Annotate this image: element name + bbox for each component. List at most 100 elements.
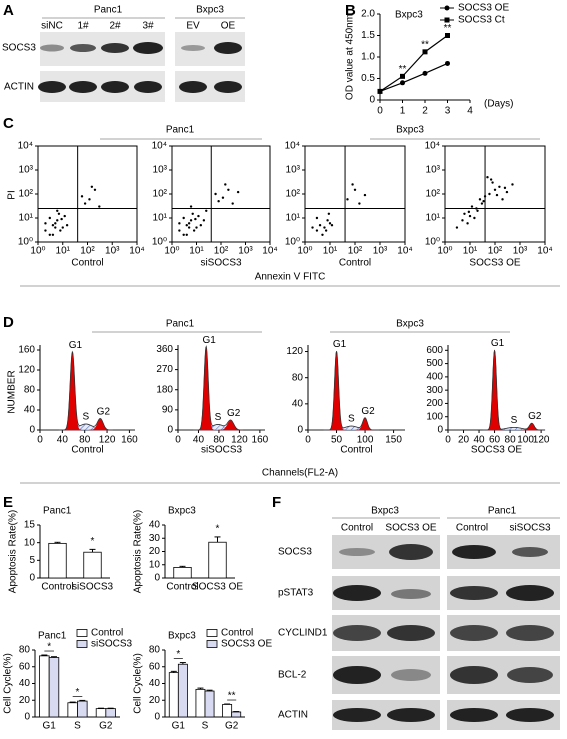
bar (39, 655, 50, 718)
x-axis-label: Annexin V FITC (255, 272, 326, 283)
x-tick-label: 2 (422, 106, 428, 117)
point (511, 183, 514, 186)
y-tick-label: 10⁰ (425, 237, 440, 248)
x-tick-label: 10² (80, 246, 95, 257)
x-tick-label: 100 (357, 435, 374, 446)
x-tick-label: 20 (458, 435, 470, 446)
point (467, 210, 471, 214)
lane-label: OE (221, 21, 236, 32)
x-tick-label: 100 (517, 435, 534, 446)
point (182, 216, 185, 220)
x-tick-label: 10⁴ (537, 246, 552, 257)
point (315, 216, 319, 220)
point (478, 198, 482, 201)
x-tick-label: G2 (99, 721, 113, 732)
x-tick-label: 80 (213, 435, 225, 446)
peak-label: G1 (333, 339, 347, 350)
panel-letter: C (3, 115, 14, 132)
legend-label: siSOCS3 (91, 639, 133, 650)
x-tick-label: 10¹ (189, 246, 204, 257)
band (181, 45, 205, 51)
y-tick-label: 5 (29, 555, 35, 566)
y-tick-label: 10¹ (286, 213, 301, 224)
lane-label: 3# (142, 21, 154, 32)
y-tick-label: 40 (149, 678, 161, 689)
band (506, 585, 554, 601)
x-tick-label: 40 (473, 435, 485, 446)
y-tick-label: 360 (156, 344, 173, 355)
point (217, 200, 220, 203)
y-tick-label: 10³ (153, 165, 168, 176)
point (468, 214, 472, 218)
blot-a: Panc1 siNC 1# 2# 3# Bxpc3 EV OE SOCS3 AC… (2, 5, 245, 102)
point (326, 219, 329, 222)
y-tick-label: 80 (292, 372, 304, 383)
point (189, 219, 193, 222)
x-tick-label: 3 (445, 106, 451, 117)
band (214, 81, 242, 93)
peak-label: S (348, 414, 355, 425)
envelope (308, 351, 405, 431)
x-tick-label: 60 (489, 435, 501, 446)
legend-swatch (206, 640, 218, 648)
point (56, 219, 59, 222)
bar (177, 663, 188, 718)
y-tick-label: 0 (154, 712, 160, 723)
band (391, 589, 431, 599)
y-tick-label: 0.5 (361, 73, 375, 84)
y-tick-label: 80 (19, 645, 31, 656)
band (101, 81, 129, 93)
y-tick-label: 20 (19, 695, 31, 706)
y-tick-label: 10¹ (153, 213, 168, 224)
legend-label: SOCS3 OE (458, 3, 509, 14)
point (54, 226, 57, 229)
row-label: ACTIN (4, 82, 34, 93)
point (503, 186, 507, 190)
point (498, 185, 501, 188)
legend-label: SOCS3 OE (221, 639, 272, 650)
point (351, 183, 354, 186)
chart-title: Panc1 (38, 631, 67, 642)
x-tick-label: G2 (225, 721, 239, 732)
y-tick-label: 40 (292, 398, 304, 409)
point (202, 219, 206, 222)
point (358, 202, 361, 205)
x-tick-label: SOCS3 OE (192, 582, 243, 593)
point (221, 196, 225, 199)
y-tick-label: 10³ (286, 165, 301, 176)
point (185, 224, 188, 227)
peak-label: G2 (227, 408, 241, 419)
lane-label: SOCS3 OE (385, 523, 436, 534)
marker (377, 88, 383, 94)
legend-label: Control (91, 628, 123, 639)
point (44, 222, 47, 225)
y-tick-label: 2.0 (361, 9, 375, 20)
envelope (40, 350, 135, 431)
band (101, 43, 129, 53)
x-tick-label: 10¹ (463, 246, 478, 257)
peak-label: G2 (97, 407, 111, 418)
band (333, 666, 381, 684)
y-tick-label: 10 (149, 559, 161, 570)
y-tick-label: 10⁰ (18, 237, 33, 248)
point (489, 178, 493, 181)
point (328, 222, 332, 225)
point (195, 226, 198, 229)
y-tick-label: 30 (149, 533, 161, 544)
band (40, 44, 64, 52)
marker (444, 5, 450, 11)
band (452, 545, 496, 559)
bar (77, 700, 88, 718)
point (488, 192, 491, 196)
point (54, 222, 57, 225)
point (88, 198, 91, 201)
point (505, 190, 509, 194)
y-tick-label: 0 (297, 425, 303, 436)
y-tick-label: 10¹ (19, 213, 34, 224)
row-label: BCL-2 (278, 670, 307, 681)
x-tick-label: 10² (488, 246, 503, 257)
y-tick-label: 200 (426, 398, 443, 409)
group-label: Bxpc3 (396, 319, 424, 330)
lane-label: Control (456, 523, 488, 534)
envelope (448, 350, 545, 431)
